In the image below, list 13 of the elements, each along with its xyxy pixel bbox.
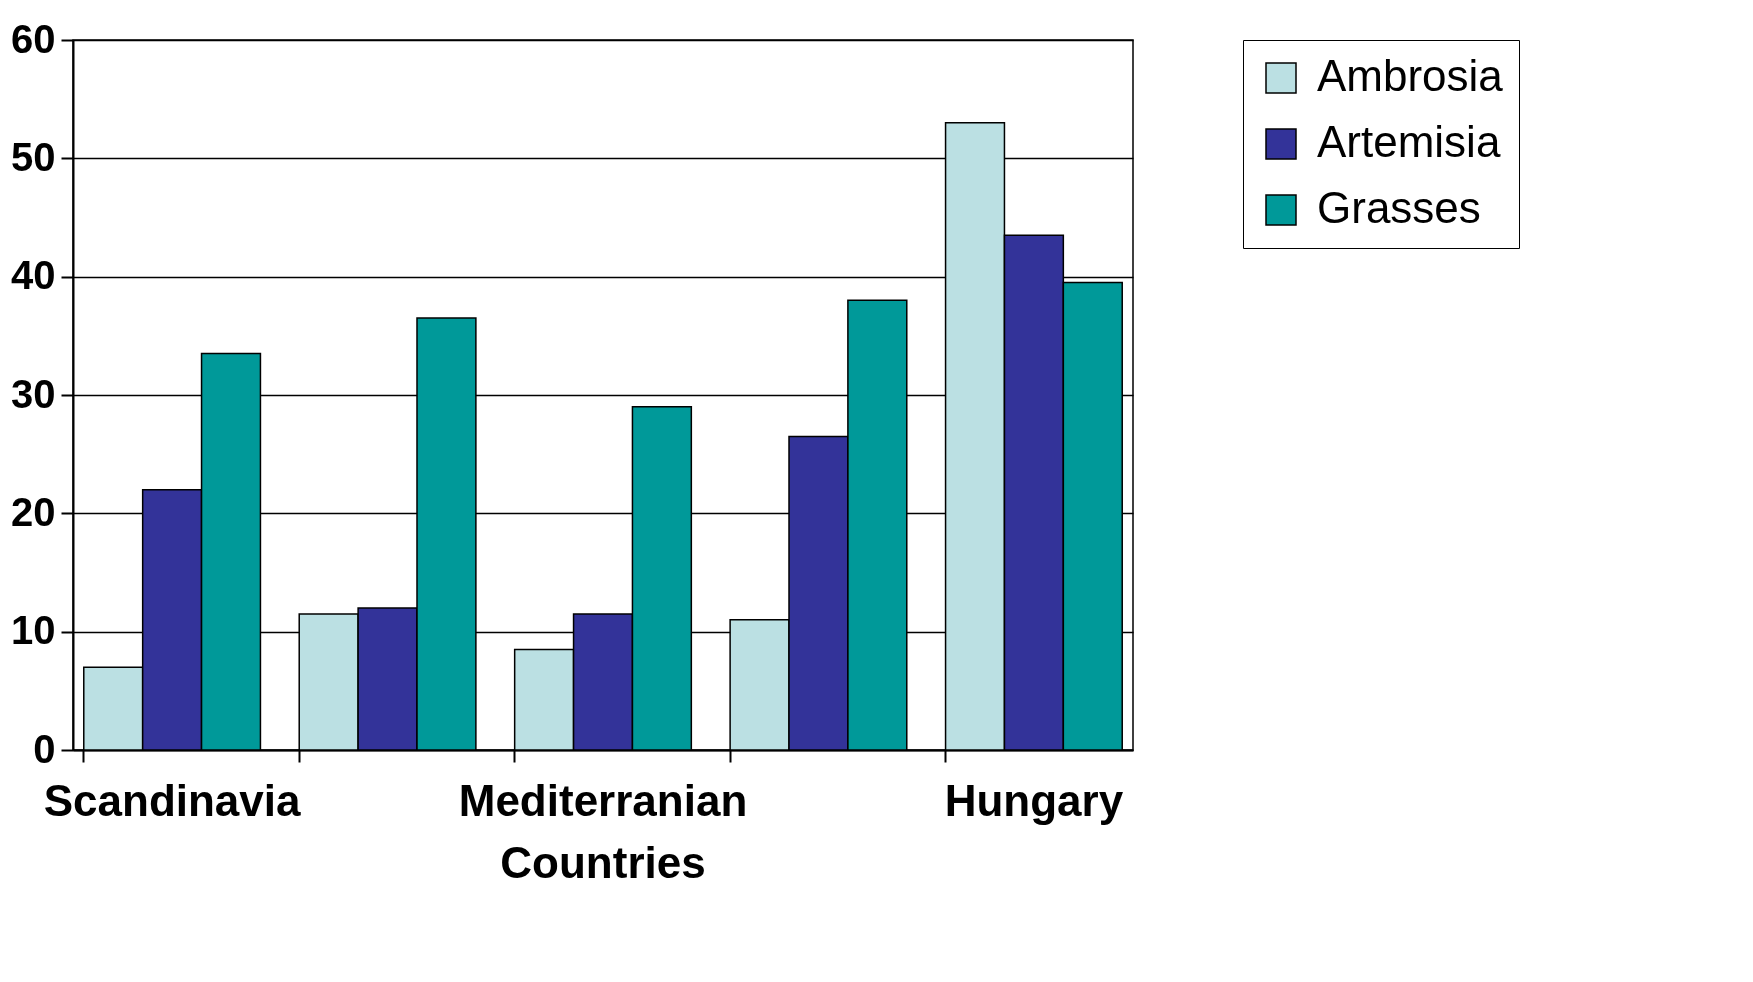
legend-label: Ambrosia bbox=[1317, 51, 1504, 100]
y-tick-label: 30 bbox=[11, 371, 56, 416]
y-tick-label: 10 bbox=[11, 608, 56, 653]
y-tick-label: 50 bbox=[11, 134, 56, 179]
legend-label: Grasses bbox=[1317, 183, 1481, 232]
legend-label: Artemisia bbox=[1317, 117, 1501, 166]
y-tick-label: 60 bbox=[11, 16, 56, 61]
x-tick-label: Scandinavia bbox=[43, 775, 302, 825]
y-tick-label: 20 bbox=[11, 489, 56, 534]
y-tick-label: 0 bbox=[33, 726, 56, 771]
x-tick-label: Hungary bbox=[944, 775, 1124, 825]
x-tick-label: Mediterranian Countries bbox=[458, 775, 748, 887]
y-tick-label: 40 bbox=[11, 253, 56, 298]
